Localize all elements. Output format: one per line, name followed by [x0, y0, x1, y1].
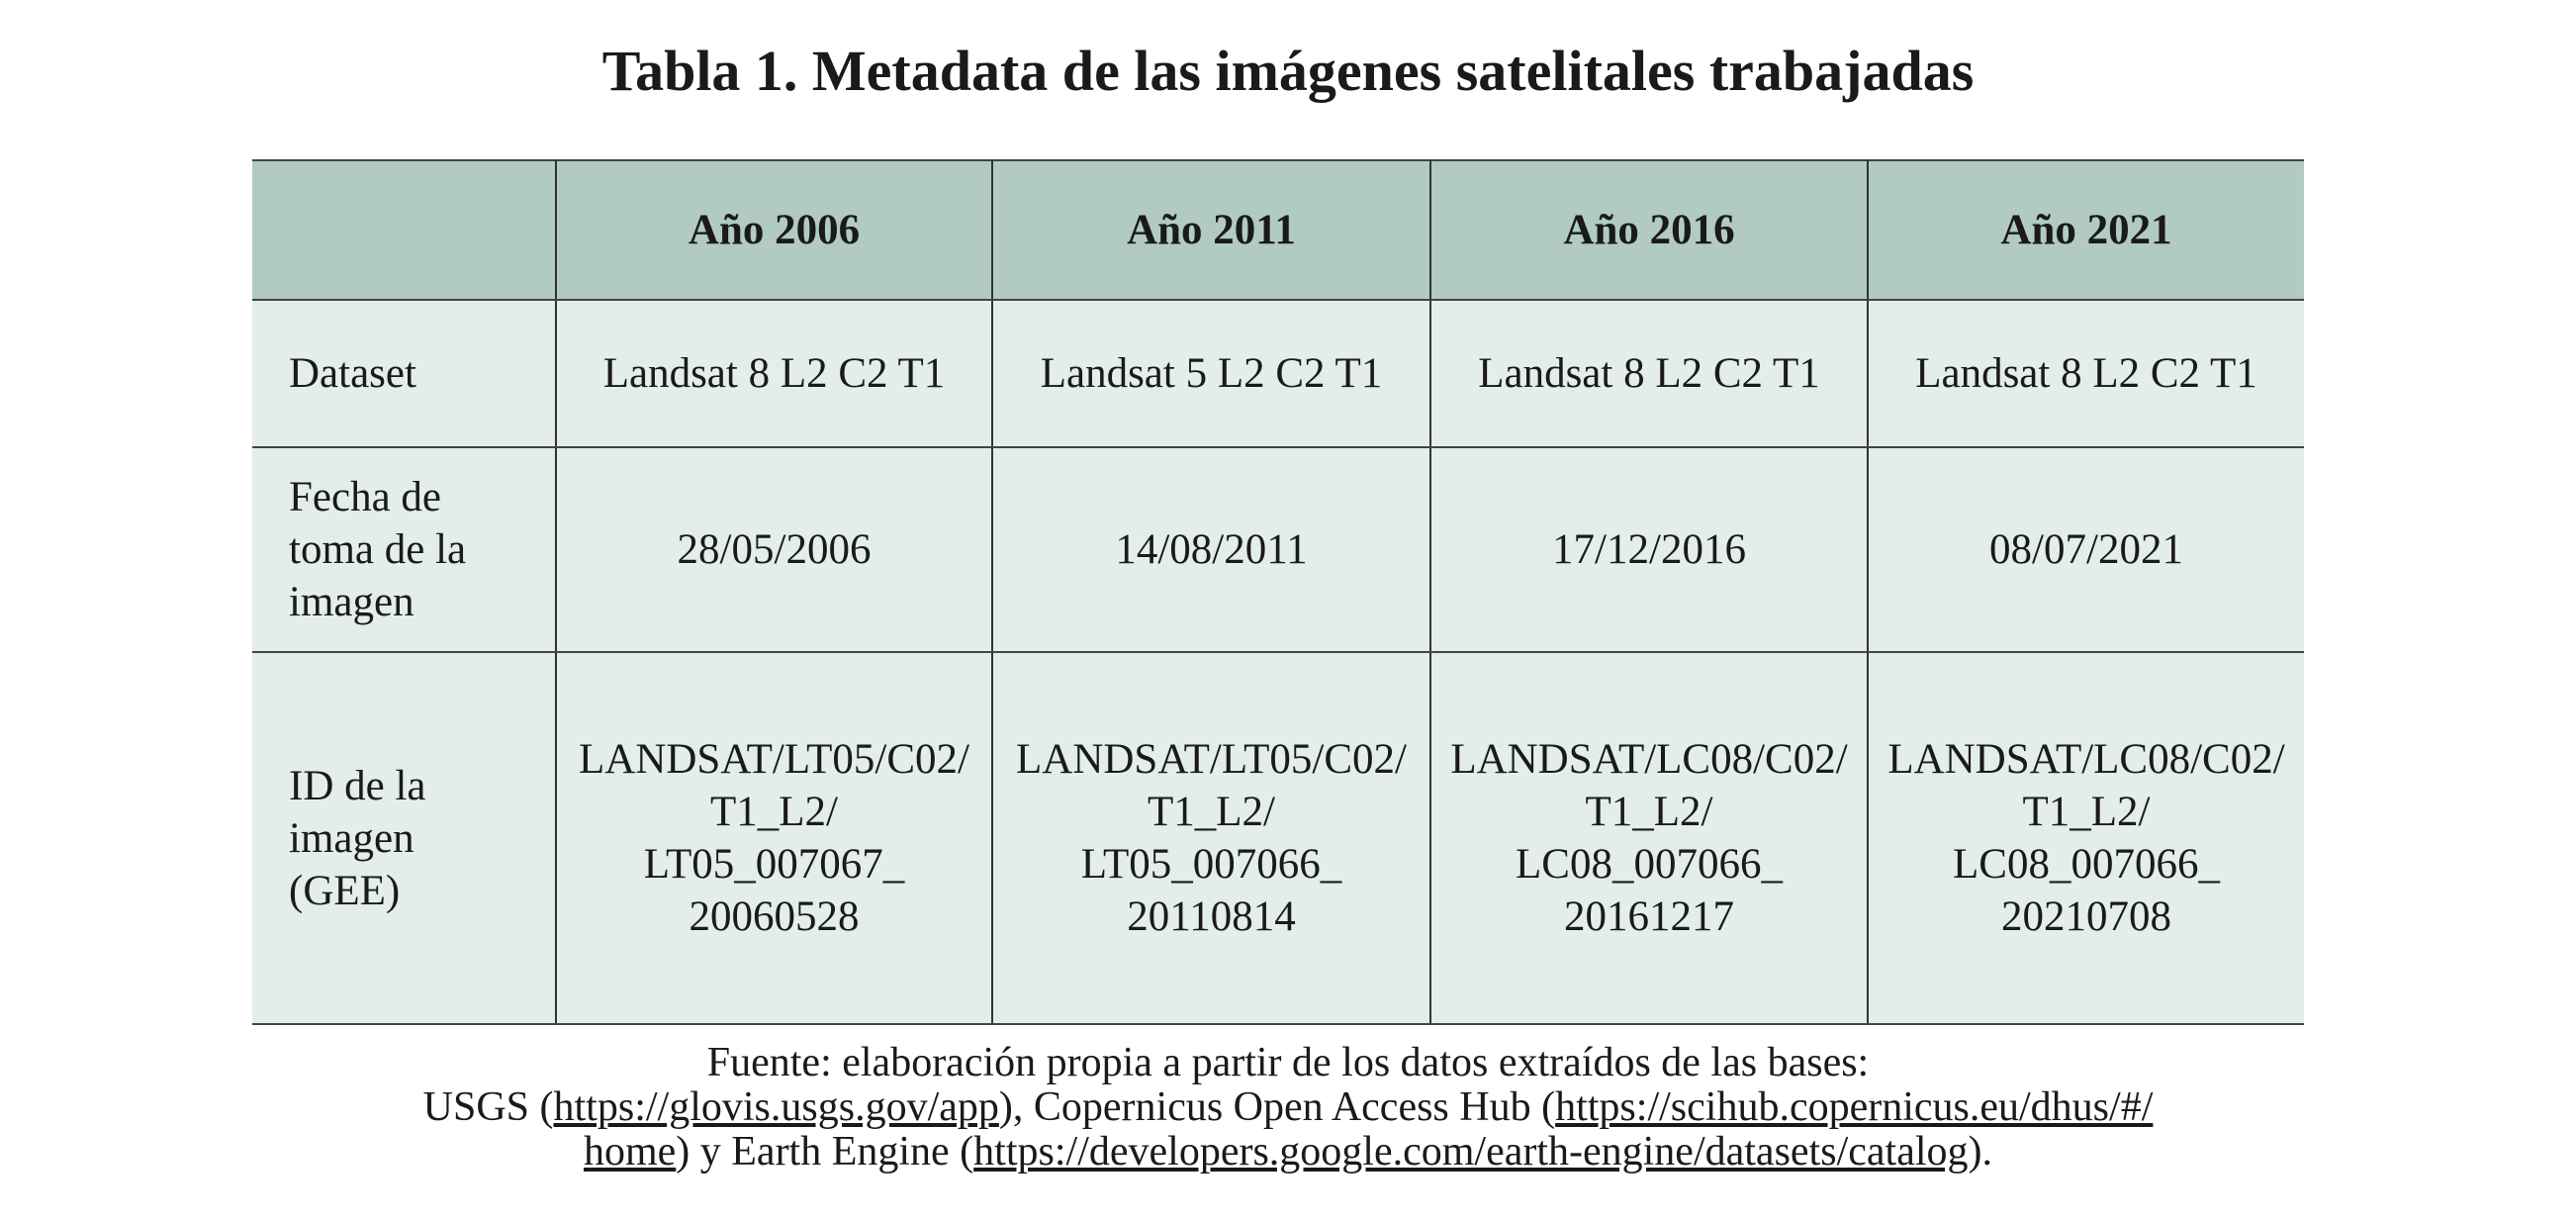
- footnote-text: ), Copernicus Open Access Hub (: [998, 1084, 1556, 1130]
- cell-text: LC08_007066_: [1516, 841, 1783, 888]
- cell-text: LT05_007067_: [643, 841, 905, 888]
- corner-cell: [252, 159, 557, 301]
- header-cell: Año 2006: [555, 159, 993, 301]
- footnote-text: Fuente: elaboración propia a partir de l…: [706, 1040, 1870, 1085]
- footnote-text: USGS (: [422, 1084, 554, 1130]
- table-cell: Landsat 8 L2 C2 T1: [555, 299, 993, 448]
- cell-text: LT05_007066_: [1080, 841, 1342, 888]
- cell-text: 20060528: [689, 893, 860, 940]
- footnote-link[interactable]: https://scihub.copernicus.eu/dhus/#/: [1555, 1084, 2154, 1130]
- metadata-table: Año 2006 Año 2011 Año 2016 Año 2021 Dataset…: [252, 159, 2304, 1025]
- footnote-line: USGS (https://glovis.usgs.gov/app), Cope…: [0, 1085, 2576, 1130]
- cell-text: LANDSAT/LT05/C02/: [1016, 736, 1407, 783]
- header-cell: Año 2011: [991, 159, 1431, 301]
- row-label: Dataset: [252, 299, 557, 448]
- table-cell: 08/07/2021: [1867, 446, 2304, 653]
- cell-text: Dataset: [289, 350, 416, 397]
- cell-text: 17/12/2016: [1552, 526, 1746, 573]
- cell-text: 20110814: [1127, 893, 1296, 940]
- cell-text: T1_L2/: [1585, 789, 1713, 835]
- cell-text: Landsat 5 L2 C2 T1: [1040, 350, 1383, 397]
- cell-text: 28/05/2006: [677, 526, 872, 573]
- header-cell: Año 2021: [1867, 159, 2304, 301]
- cell-text: toma de la: [289, 526, 467, 573]
- footnote-line: home) y Earth Engine (https://developers…: [0, 1130, 2576, 1174]
- table-cell: Landsat 5 L2 C2 T1: [991, 299, 1431, 448]
- table-cell: 17/12/2016: [1429, 446, 1869, 653]
- cell-text: Landsat 8 L2 C2 T1: [1915, 350, 2257, 397]
- table-cell: 14/08/2011: [991, 446, 1431, 653]
- cell-text: 14/08/2011: [1115, 526, 1308, 573]
- footnote-link[interactable]: https://glovis.usgs.gov/app: [553, 1084, 999, 1130]
- cell-text: imagen: [289, 579, 414, 625]
- table-cell: LANDSAT/LT05/C02/T1_L2/LT05_007066_ 20110…: [991, 651, 1431, 1025]
- table-row: Fecha de toma de la imagen 28/05/2006 14/08/…: [252, 446, 2304, 653]
- cell-text: T1_L2/: [1148, 789, 1275, 835]
- table-row: ID de la imagen (GEE) LANDSAT/LT05/C02/T1_L…: [252, 651, 2304, 1025]
- footnote-link[interactable]: home: [583, 1129, 677, 1174]
- cell-text: LANDSAT/LT05/C02/: [579, 736, 969, 783]
- cell-text: Landsat 8 L2 C2 T1: [602, 350, 946, 397]
- footnote-text: ) y Earth Engine (: [676, 1129, 974, 1174]
- table-cell: Landsat 8 L2 C2 T1: [1867, 299, 2304, 448]
- row-label: ID de la imagen (GEE): [252, 651, 557, 1025]
- cell-text: 20210708: [2001, 893, 2171, 940]
- table-row: Dataset Landsat 8 L2 C2 T1 Landsat 5 L2 C2…: [252, 299, 2304, 448]
- footnote-link[interactable]: https://developers.google.com/earth-engi…: [973, 1129, 1969, 1174]
- header-cell: Año 2016: [1429, 159, 1869, 301]
- table-cell: LANDSAT/LC08/C02/T1_L2/LC08_007066_ 20161…: [1429, 651, 1869, 1025]
- footnote: Fuente: elaboración propia a partir de l…: [0, 1041, 2576, 1174]
- cell-text: 20161217: [1564, 893, 1734, 940]
- cell-text: T1_L2/: [710, 789, 838, 835]
- cell-text: Fecha de: [289, 474, 442, 520]
- cell-text: (GEE): [289, 867, 401, 914]
- cell-text: 08/07/2021: [1989, 526, 2183, 573]
- table-cell: Landsat 8 L2 C2 T1: [1429, 299, 1869, 448]
- cell-text: LANDSAT/LC08/C02/: [1887, 736, 2285, 783]
- table-title: Tabla 1. Metadata de las imágenes sateli…: [601, 39, 1975, 103]
- table-cell: 28/05/2006: [555, 446, 993, 653]
- cell-text: ID de la: [289, 762, 426, 809]
- cell-text: T1_L2/: [2022, 789, 2151, 835]
- table-cell: LANDSAT/LC08/C02/T1_L2/LC08_007066_ 20210…: [1867, 651, 2304, 1025]
- row-label: Fecha de toma de la imagen: [252, 446, 557, 653]
- cell-text: LC08_007066_: [1953, 841, 2220, 888]
- footnote-line: Fuente: elaboración propia a partir de l…: [0, 1041, 2576, 1085]
- footnote-text: ).: [1968, 1129, 1993, 1174]
- table-cell: LANDSAT/LT05/C02/T1_L2/LT05_007067_ 20060…: [555, 651, 993, 1025]
- cell-text: Landsat 8 L2 C2 T1: [1478, 350, 1820, 397]
- cell-text: imagen: [289, 814, 414, 862]
- header-row: Año 2006 Año 2011 Año 2016 Año 2021: [252, 159, 2304, 301]
- cell-text: LANDSAT/LC08/C02/: [1450, 736, 1848, 783]
